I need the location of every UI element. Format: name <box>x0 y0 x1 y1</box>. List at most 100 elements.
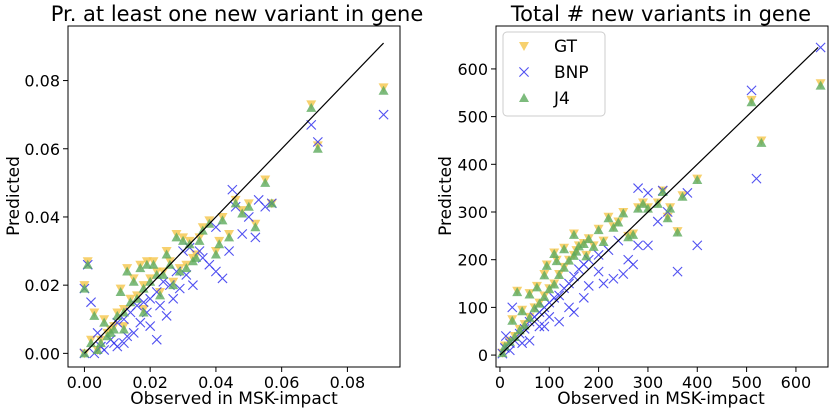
point-bnp <box>86 297 96 308</box>
plot-frame <box>495 25 829 368</box>
axis-ticks: 0 100 200 300 400 500 600 0 100 200 300 400 500 600 <box>457 60 811 392</box>
point-j4 <box>95 338 106 348</box>
point-j4 <box>549 279 560 289</box>
y-axis-label: Predicted <box>436 156 456 236</box>
point-j4 <box>568 229 579 239</box>
point-bnp <box>568 271 579 282</box>
point-bnp <box>692 240 703 251</box>
point-bnp <box>507 302 518 313</box>
point-bnp <box>187 280 198 291</box>
point-j4 <box>529 303 540 313</box>
x-axis-label: Observed in MSK-impact <box>130 389 338 409</box>
point-j4 <box>141 259 152 269</box>
y-tick-label: 0.02 <box>24 276 60 295</box>
point-j4 <box>519 320 530 330</box>
point-j4 <box>539 291 550 301</box>
point-j4 <box>628 229 639 239</box>
point-j4 <box>578 238 589 248</box>
point-j4 <box>549 248 560 258</box>
point-j4 <box>618 208 629 218</box>
axis-ticks: 0.00 0.02 0.04 0.06 0.08 0.00 0.02 0.04 0.06 0.08 <box>24 72 365 392</box>
point-j4 <box>171 232 182 242</box>
identity-line <box>499 47 819 356</box>
point-bnp <box>598 278 609 289</box>
point-j4 <box>633 203 644 213</box>
point-j4 <box>559 244 570 254</box>
legend-marker-bnp <box>519 67 529 77</box>
point-bnp <box>578 292 589 303</box>
point-j4 <box>571 246 582 256</box>
point-j4 <box>151 269 162 279</box>
point-j4 <box>665 203 676 213</box>
y-tick-label: 500 <box>457 108 488 127</box>
point-j4 <box>181 263 192 273</box>
point-j4 <box>79 283 90 293</box>
point-j4 <box>155 290 166 300</box>
point-j4 <box>115 286 126 296</box>
point-bnp <box>564 302 574 313</box>
point-j4 <box>613 217 624 227</box>
point-j4 <box>178 235 189 245</box>
point-j4 <box>312 143 323 153</box>
x-tick-label: 0 <box>495 373 505 392</box>
point-j4 <box>746 97 757 107</box>
point-j4 <box>250 222 261 232</box>
point-j4 <box>122 266 133 276</box>
point-j4 <box>86 338 97 348</box>
identity-line <box>84 42 384 354</box>
point-j4 <box>138 283 149 293</box>
point-bnp <box>554 290 565 301</box>
chart-total: Total # new variants in gene Observed in… <box>436 2 829 409</box>
point-bnp <box>243 211 254 222</box>
point-bnp <box>227 184 238 195</box>
y-tick-label: 300 <box>457 203 488 222</box>
point-j4 <box>306 102 317 112</box>
y-tick-label: 100 <box>457 298 488 317</box>
x-tick-label: 0.00 <box>67 373 103 392</box>
x-axis-label: Observed in MSK-impact <box>557 389 765 409</box>
point-j4 <box>145 276 156 286</box>
point-j4 <box>554 269 565 279</box>
point-j4 <box>756 137 767 147</box>
point-bnp <box>544 311 555 322</box>
chart-probability: Pr. at least one new variant in gene Obs… <box>4 2 423 409</box>
point-bnp <box>815 42 826 53</box>
point-j4 <box>583 234 594 244</box>
x-tick-label: 500 <box>731 373 762 392</box>
point-j4 <box>662 213 673 223</box>
point-bnp <box>642 240 653 251</box>
point-bnp <box>554 316 565 327</box>
point-j4 <box>243 201 254 211</box>
y-tick-label: 200 <box>457 251 488 270</box>
legend-label-j4: J4 <box>553 89 570 109</box>
y-tick-label: 0.08 <box>24 72 60 91</box>
point-j4 <box>158 269 169 279</box>
point-j4 <box>118 324 129 334</box>
x-tick-label: 0.06 <box>264 373 300 392</box>
point-j4 <box>217 215 228 225</box>
point-j4 <box>517 306 528 316</box>
point-j4 <box>260 177 271 187</box>
point-j4 <box>551 256 562 266</box>
plot-marks <box>497 42 826 359</box>
point-j4 <box>174 266 185 276</box>
legend-label-bnp: BNP <box>554 63 589 83</box>
point-j4 <box>89 310 100 320</box>
point-bnp <box>174 283 185 294</box>
point-j4 <box>99 317 110 327</box>
point-bnp <box>583 280 594 291</box>
point-bnp <box>652 216 663 227</box>
point-j4 <box>564 255 575 265</box>
point-j4 <box>128 276 139 286</box>
point-bnp <box>524 335 535 346</box>
point-bnp <box>161 310 172 321</box>
y-axis-label: Predicted <box>4 156 24 236</box>
point-bnp <box>534 321 545 332</box>
x-tick-label: 400 <box>682 373 713 392</box>
point-j4 <box>514 325 525 335</box>
point-j4 <box>135 263 146 273</box>
point-j4 <box>148 259 159 269</box>
point-j4 <box>544 284 555 294</box>
point-bnp <box>539 321 550 332</box>
